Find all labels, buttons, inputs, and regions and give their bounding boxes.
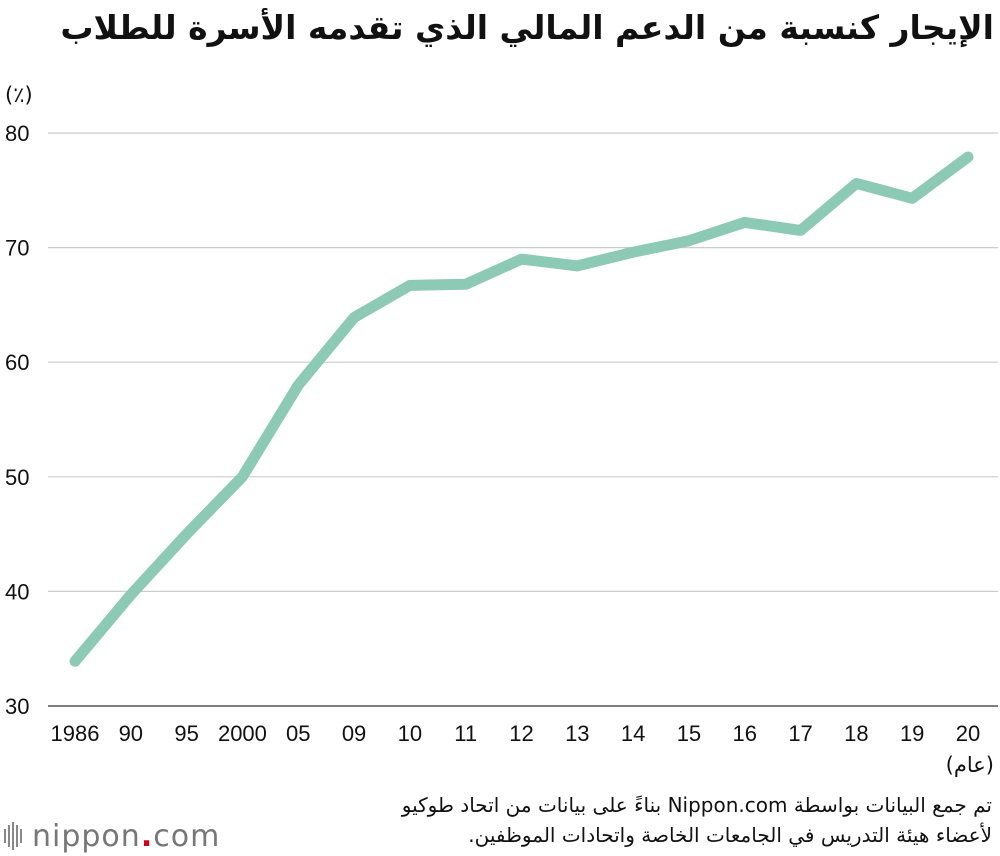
x-unit-label: (عام) — [946, 753, 994, 777]
x-tick-label: 13 — [565, 721, 589, 746]
x-tick-label: 05 — [286, 721, 310, 746]
x-tick-label: 19 — [900, 721, 924, 746]
x-axis-ticks: 1986 90 95 2000 05 09 10 11 12 13 14 15 16 17 18 19 20 — [51, 721, 981, 746]
y-axis-ticks: 30 40 50 60 70 80 — [5, 121, 29, 719]
x-tick-label: 18 — [844, 721, 868, 746]
logo-bars-icon — [4, 822, 24, 850]
x-tick-label: 12 — [509, 721, 533, 746]
x-tick-label: 20 — [956, 721, 980, 746]
x-tick-label: 09 — [342, 721, 366, 746]
y-tick-label: 40 — [5, 579, 29, 604]
nippon-logo[interactable]: nippon. com — [4, 816, 220, 856]
chart-title: الإيجار كنسبة من الدعم المالي الذي تقدمه… — [60, 8, 994, 47]
logo-dot: . — [140, 818, 154, 854]
y-tick-label: 50 — [5, 465, 29, 490]
logo-word: nippon — [32, 818, 141, 854]
source-line: تم جمع البيانات بواسطة Nippon.com بناءً … — [401, 793, 992, 817]
series-line — [69, 151, 974, 667]
y-unit-label: (٪) — [5, 83, 33, 107]
y-tick-label: 70 — [5, 236, 29, 261]
source-line: لأعضاء هيئة التدريس في الجامعات الخاصة و… — [468, 823, 992, 847]
logo-suffix: com — [153, 818, 221, 854]
x-tick-label: 1986 — [51, 721, 100, 746]
source-note: تم جمع البيانات بواسطة Nippon.com بناءً … — [272, 790, 992, 850]
y-tick-label: 60 — [5, 350, 29, 375]
x-tick-label: 90 — [119, 721, 143, 746]
x-tick-label: 2000 — [218, 721, 267, 746]
x-tick-label: 14 — [621, 721, 645, 746]
grid-lines — [48, 132, 998, 707]
x-tick-label: 11 — [454, 721, 477, 746]
y-tick-label: 30 — [5, 694, 29, 719]
x-tick-label: 95 — [174, 721, 198, 746]
y-tick-label: 80 — [5, 121, 29, 146]
x-tick-label: 17 — [788, 721, 812, 746]
x-tick-label: 10 — [398, 721, 422, 746]
x-tick-label: 15 — [677, 721, 701, 746]
x-tick-label: 16 — [733, 721, 757, 746]
